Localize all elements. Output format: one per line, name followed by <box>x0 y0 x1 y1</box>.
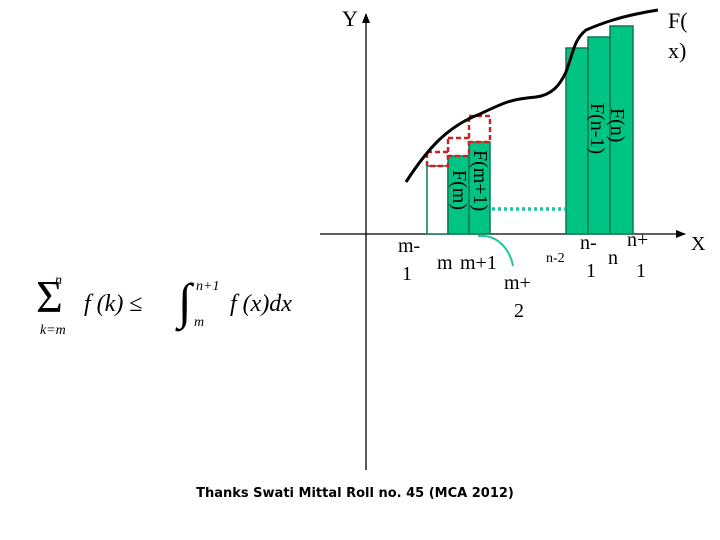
tick-n: n <box>608 247 618 269</box>
tick-m-plus-1: m+1 <box>460 252 497 274</box>
tick-m-plus-2-top: m+ <box>504 272 531 294</box>
dashed-box-m-plus-1 <box>467 114 492 144</box>
sum-upper-limit: n <box>55 273 62 288</box>
curve-f-x <box>404 8 659 183</box>
sum-lower-limit: k=m <box>40 323 66 338</box>
x-axis-label: X <box>691 233 706 255</box>
tick-n-plus-1-top: n+ <box>627 229 648 251</box>
label-f-n: F(n) <box>606 108 628 142</box>
tick-m-plus-2-bottom: 2 <box>514 300 524 322</box>
tick-n-plus-1-bottom: 1 <box>636 260 646 282</box>
integral-upper-limit: n+1 <box>196 279 219 294</box>
curve-label-line1: F( <box>668 8 688 33</box>
tick-m-minus-1-bottom: 1 <box>402 263 412 285</box>
integral-lower-limit: m <box>194 315 204 330</box>
tick-n-minus-1-bottom: 1 <box>586 260 596 282</box>
bar-f-m-minus-1 <box>426 165 449 235</box>
label-f-m-plus-1: F(m+1) <box>469 150 491 211</box>
tick-n-minus-1-top: n- <box>580 232 597 254</box>
footer-credit: Thanks Swati Mittal Roll no. 45 (MCA 201… <box>196 486 514 501</box>
dashed-box-m-minus-1 <box>425 150 450 168</box>
tick-n-minus-2: n-2 <box>546 251 565 266</box>
curve-label-line2: x) <box>668 38 686 63</box>
pointer-m-plus-2 <box>477 234 514 267</box>
summation-sign: Σ <box>36 271 63 322</box>
tick-m-minus-1-top: m- <box>398 235 420 257</box>
tick-m: m <box>437 252 453 274</box>
label-f-n-minus-1: F(n-1) <box>586 103 608 154</box>
integral-sign: ∫ <box>175 273 195 332</box>
dashed-box-m <box>446 136 471 158</box>
summand: f (k) ≤ <box>84 291 142 317</box>
bar-f-n <box>609 25 634 235</box>
y-axis-label: Y <box>342 6 358 31</box>
summation-inequality: Σ n k=m f (k) ≤ ∫ n+1 m f (x)dx <box>36 271 292 338</box>
bar-f-n-minus-2 <box>565 47 589 235</box>
integrand: f (x)dx <box>230 291 292 317</box>
label-f-m: F(m) <box>448 170 470 210</box>
